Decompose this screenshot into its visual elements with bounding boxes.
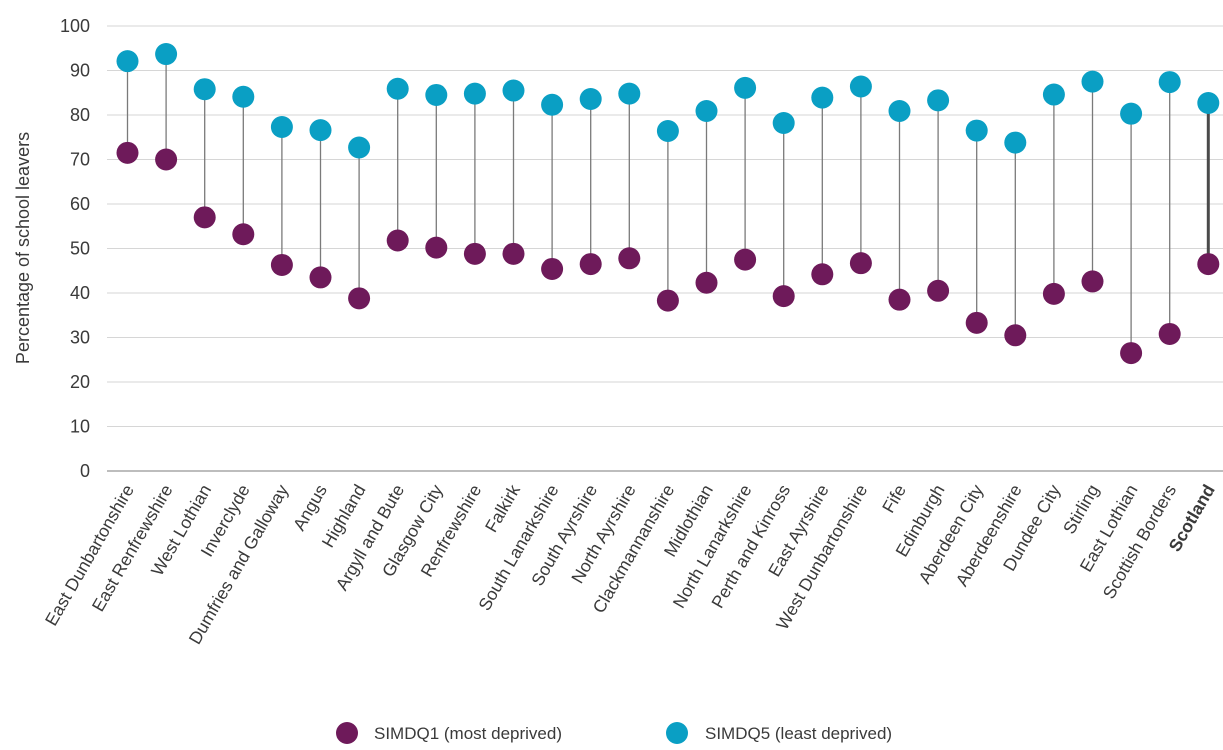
point-q5-south-lanarkshire (541, 93, 564, 116)
point-q5-east-ayrshire (811, 86, 834, 109)
legend-marker-q5 (666, 722, 688, 744)
data-points (116, 43, 1220, 365)
point-q1-glasgow-city (425, 236, 448, 259)
y-tick-label: 0 (80, 461, 90, 481)
y-tick-label: 90 (70, 61, 90, 81)
point-q1-west-dunbartonshire (849, 252, 872, 275)
point-q5-north-ayrshire (618, 82, 641, 105)
point-q1-east-dunbartonshire (116, 141, 139, 164)
point-q1-east-renfrewshire (155, 148, 178, 171)
connector-lines (126, 54, 1210, 354)
point-q5-north-lanarkshire (734, 76, 757, 99)
point-q1-angus (309, 266, 332, 289)
point-q1-argyll-and-bute (386, 229, 409, 252)
point-q5-edinburgh (927, 89, 950, 112)
point-q1-dumfries-and-galloway (270, 253, 293, 276)
point-q1-edinburgh (927, 279, 950, 302)
y-tick-label: 80 (70, 105, 90, 125)
point-q5-angus (309, 119, 332, 142)
point-q5-midlothian (695, 99, 718, 122)
point-q5-aberdeen-city (965, 119, 988, 142)
point-q5-east-lothian (1120, 102, 1143, 125)
point-q5-east-renfrewshire (155, 43, 178, 66)
point-q5-dundee-city (1042, 83, 1065, 106)
point-q1-south-ayrshire (579, 253, 602, 276)
point-q1-scotland (1197, 253, 1220, 276)
point-q5-argyll-and-bute (386, 77, 409, 100)
point-q1-scottish-borders (1158, 322, 1181, 345)
point-q1-north-lanarkshire (734, 248, 757, 271)
point-q1-midlothian (695, 271, 718, 294)
point-q5-inverclyde (232, 85, 255, 108)
point-q5-stirling (1081, 70, 1104, 93)
y-axis-ticks: 0 10 20 30 40 50 60 70 80 90 100 (60, 16, 90, 481)
point-q5-glasgow-city (425, 83, 448, 106)
point-q1-east-lothian (1120, 342, 1143, 365)
point-q5-scottish-borders (1158, 71, 1181, 94)
legend-marker-q1 (336, 722, 358, 744)
y-axis-title: Percentage of school leavers (13, 132, 33, 364)
point-q5-perth-and-kinross (772, 112, 795, 135)
y-tick-label: 70 (70, 150, 90, 170)
point-q5-south-ayrshire (579, 87, 602, 110)
y-tick-label: 20 (70, 372, 90, 392)
point-q5-renfrewshire (463, 82, 486, 105)
point-q1-clackmannanshire (656, 289, 679, 312)
point-q1-stirling (1081, 270, 1104, 293)
point-q1-west-lothian (193, 206, 216, 229)
point-q1-fife (888, 288, 911, 311)
point-q5-west-lothian (193, 78, 216, 101)
point-q1-perth-and-kinross (772, 285, 795, 308)
y-tick-label: 40 (70, 283, 90, 303)
x-tick-label-angus: Angus (289, 481, 331, 534)
point-q1-inverclyde (232, 223, 255, 246)
point-q5-aberdeenshire (1004, 131, 1027, 154)
point-q1-aberdeen-city (965, 311, 988, 334)
point-q5-clackmannanshire (656, 120, 679, 143)
point-q1-east-ayrshire (811, 263, 834, 286)
point-q5-fife (888, 99, 911, 122)
y-tick-label: 10 (70, 417, 90, 437)
legend-label-q5: SIMDQ5 (least deprived) (705, 724, 892, 743)
y-tick-label: 100 (60, 16, 90, 36)
point-q5-west-dunbartonshire (849, 75, 872, 98)
point-q1-highland (348, 287, 371, 310)
point-q5-dumfries-and-galloway (270, 116, 293, 139)
point-q5-falkirk (502, 79, 525, 102)
point-q5-highland (348, 136, 371, 159)
point-q1-falkirk (502, 242, 525, 265)
point-q5-scotland (1197, 91, 1220, 114)
point-q1-south-lanarkshire (541, 257, 564, 280)
point-q1-aberdeenshire (1004, 324, 1027, 347)
point-q1-north-ayrshire (618, 247, 641, 270)
y-tick-label: 50 (70, 239, 90, 259)
x-tick-label-fife: Fife (878, 481, 910, 516)
legend-label-q1: SIMDQ1 (most deprived) (374, 724, 562, 743)
point-q1-dundee-city (1042, 282, 1065, 305)
y-tick-label: 60 (70, 194, 90, 214)
legend: SIMDQ1 (most deprived) SIMDQ5 (least dep… (336, 722, 892, 744)
point-q1-renfrewshire (463, 242, 486, 265)
y-tick-label: 30 (70, 328, 90, 348)
point-q5-east-dunbartonshire (116, 50, 139, 73)
